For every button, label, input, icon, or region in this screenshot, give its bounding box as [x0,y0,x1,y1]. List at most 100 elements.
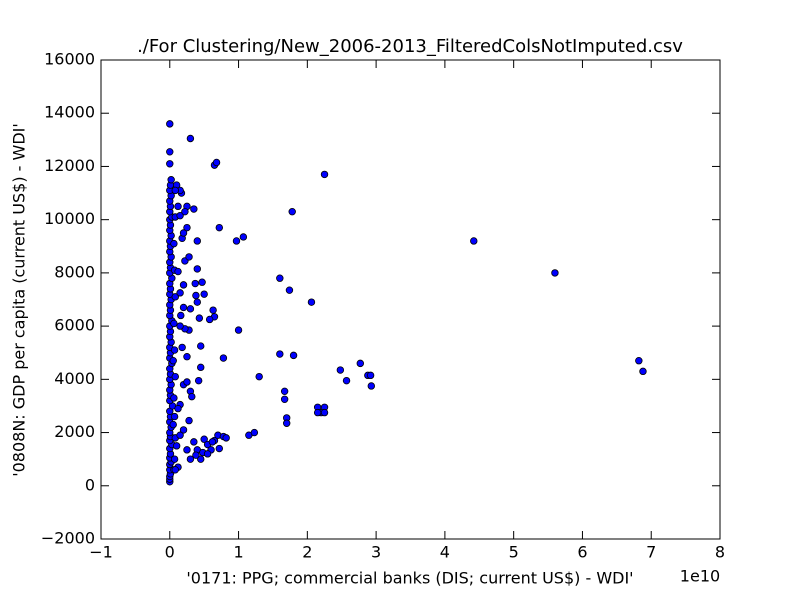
scatter-point [181,207,189,216]
scatter-point [179,229,188,237]
scatter-point [197,455,205,463]
scatter-point [470,237,478,245]
x-offset-label: 1e10 [680,567,720,586]
scatter-point [170,319,178,328]
y-tick-label: −2000 [41,529,95,548]
scatter-point [186,305,195,313]
scatter-point [200,435,208,443]
scatter-point [176,431,184,439]
scatter-point [280,387,289,396]
scatter-point [276,350,284,358]
scatter-point [176,211,184,220]
scatter-point [183,378,191,386]
scatter-point [356,359,364,368]
scatter-point [192,291,200,300]
scatter-point [169,357,177,365]
scatter-point [176,322,184,330]
scatter-point [280,395,289,403]
scatter-point [193,237,201,245]
scatter-point [200,290,208,298]
x-tick-label: 1 [233,543,243,562]
scatter-point [170,346,179,354]
y-tick-label: 14000 [44,103,95,122]
x-tick-label: 0 [165,543,175,562]
scatter-point [191,279,199,288]
scatter-point [283,419,291,427]
scatter-point [336,366,345,374]
scatter-point [174,202,182,211]
scatter-point [307,298,316,306]
scatter-point [185,416,193,425]
scatter-point [170,394,178,402]
chart-title: ./For Clustering/New_2006-2013_FilteredC… [137,36,683,57]
scatter-point [179,281,188,289]
y-tick-label: 8000 [54,262,95,281]
scatter-point [288,207,296,216]
scatter-point [183,446,191,454]
x-tick-label: 2 [302,543,312,562]
scatter-point [166,160,174,168]
x-axis-label: '0171: PPG; commercial banks (DIS; curre… [186,569,633,588]
scatter-point [197,363,205,372]
scatter-point [176,289,184,297]
scatter-point [285,286,294,294]
scatter-point [166,148,174,156]
scatter-point [289,351,298,360]
scatter-point [255,372,263,381]
scatter-point [167,176,175,184]
scatter-point [178,343,186,352]
scatter-point [170,412,179,421]
scatter-point [203,450,212,458]
scatter-point [183,353,191,361]
x-tick-label: 6 [577,543,587,562]
scatter-point [174,267,182,276]
scatter-point [215,223,223,232]
x-tick-label: 3 [371,543,381,562]
scatter-point [250,428,259,437]
scatter-point [205,315,214,324]
scatter-point [190,438,198,446]
plot-frame [100,59,721,540]
scatter-point [171,293,179,301]
x-tick-label: −1 [89,543,113,562]
y-tick-label: 16000 [44,50,95,69]
scatter-point [197,342,205,350]
scatter-point [194,376,203,385]
scatter-point [171,186,179,195]
scatter-point [183,223,191,232]
x-tick-label: 4 [440,543,450,562]
scatter-point [177,311,185,320]
y-tick-label: 6000 [54,316,95,335]
scatter-point [239,233,248,241]
scatter-point [171,466,179,474]
y-tick-label: 10000 [44,209,95,228]
y-tick-label: 4000 [54,369,95,388]
x-tick-label: 8 [715,543,725,562]
scatter-point [174,404,182,413]
scatter-point [186,134,195,143]
scatter-point [313,408,322,417]
scatter-point [208,438,217,446]
x-tick-label: 5 [509,543,519,562]
scatter-point [320,170,329,179]
x-tick-label: 7 [646,543,656,562]
scatter-point [190,205,198,213]
scatter-point [172,442,181,450]
scatter-point [169,420,177,429]
y-tick-label: 0 [85,475,95,494]
scatter-point [222,434,230,442]
scatter-point [170,455,179,463]
scatter-point [185,253,193,261]
scatter-point [212,158,221,167]
scatter-point [186,455,195,463]
scatter-point [171,372,179,381]
scatter-point [179,303,188,312]
scatter-point [635,357,643,365]
scatter-point [192,451,200,459]
scatter-point [195,314,204,322]
scatter-point [366,371,375,380]
y-tick-label: 2000 [54,422,95,441]
